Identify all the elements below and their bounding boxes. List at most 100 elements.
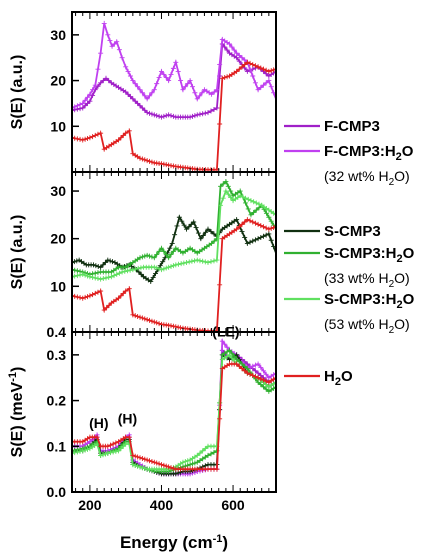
data-point xyxy=(132,98,138,104)
data-point xyxy=(139,315,145,321)
series-line xyxy=(72,214,276,283)
data-point xyxy=(95,83,101,89)
data-point xyxy=(116,47,122,53)
data-point xyxy=(197,258,203,264)
data-point xyxy=(251,209,257,215)
data-point xyxy=(161,113,167,119)
legend-label: F-CMP3 xyxy=(324,118,380,135)
data-point xyxy=(77,272,83,278)
data-point xyxy=(186,259,192,265)
data-point xyxy=(205,110,211,116)
data-point xyxy=(214,105,220,111)
data-point xyxy=(87,135,93,141)
data-point xyxy=(101,20,107,26)
data-point xyxy=(175,68,181,74)
series-f-cmp3-h2o xyxy=(72,20,276,111)
data-point xyxy=(92,270,98,276)
data-point xyxy=(72,267,78,273)
data-point xyxy=(225,191,231,197)
legend-entry: S-CMP3 xyxy=(284,223,381,240)
data-point xyxy=(118,293,124,299)
data-point xyxy=(125,68,131,74)
data-point xyxy=(194,96,200,102)
data-point xyxy=(72,293,78,299)
data-point xyxy=(252,374,258,380)
data-point xyxy=(154,113,160,119)
data-point xyxy=(202,454,208,460)
data-point xyxy=(125,91,131,97)
data-point xyxy=(161,71,167,77)
data-point xyxy=(130,78,136,84)
data-point xyxy=(130,462,136,468)
legend-note: (32 wt% H2O) xyxy=(324,168,410,188)
data-point xyxy=(244,370,250,376)
data-point xyxy=(205,259,211,265)
data-point xyxy=(102,451,108,457)
data-point xyxy=(77,136,83,142)
data-point xyxy=(218,202,224,208)
data-point xyxy=(130,312,136,318)
x-tick-label: 200 xyxy=(78,497,102,513)
data-point xyxy=(137,255,143,261)
data-point xyxy=(153,271,159,277)
data-point xyxy=(243,200,249,206)
data-point xyxy=(242,234,248,240)
data-point xyxy=(179,218,185,224)
data-point xyxy=(139,254,145,260)
data-point xyxy=(166,78,172,84)
data-point xyxy=(139,105,145,111)
data-point xyxy=(72,104,78,110)
data-point xyxy=(266,78,272,84)
data-point xyxy=(132,313,138,319)
data-point xyxy=(158,68,164,74)
data-point xyxy=(137,103,143,109)
data-point xyxy=(224,344,230,350)
data-point xyxy=(130,267,136,273)
data-point xyxy=(80,100,86,106)
data-point xyxy=(144,457,150,463)
data-point xyxy=(202,259,208,265)
data-point xyxy=(158,114,164,120)
data-point xyxy=(217,121,223,127)
data-point xyxy=(255,379,261,385)
data-point xyxy=(252,80,258,86)
data-point xyxy=(118,446,124,452)
data-point xyxy=(200,232,206,238)
data-point xyxy=(198,236,204,242)
data-point xyxy=(100,452,106,458)
data-point xyxy=(200,111,206,117)
data-point xyxy=(168,263,174,269)
data-point xyxy=(253,200,259,206)
data-point xyxy=(255,361,261,367)
data-point xyxy=(191,219,197,225)
data-point xyxy=(185,458,191,464)
data-point xyxy=(166,322,172,328)
data-point xyxy=(220,181,226,187)
series-h2o xyxy=(72,361,276,472)
data-point xyxy=(107,442,113,448)
data-point xyxy=(130,96,136,102)
data-point xyxy=(195,230,201,236)
data-point xyxy=(184,226,190,232)
data-point xyxy=(245,206,251,212)
data-point xyxy=(92,82,98,88)
data-point xyxy=(208,108,214,114)
data-point xyxy=(74,136,80,142)
data-point xyxy=(151,255,157,261)
data-point xyxy=(182,459,188,465)
data-point xyxy=(202,110,208,116)
data-point xyxy=(151,112,157,118)
data-point xyxy=(107,450,113,456)
data-point xyxy=(72,273,78,279)
data-point xyxy=(208,229,214,235)
data-point xyxy=(266,214,272,220)
data-point xyxy=(205,226,211,232)
data-point xyxy=(163,75,169,81)
data-point xyxy=(147,158,153,164)
data-point xyxy=(98,452,104,458)
series-line xyxy=(72,180,276,276)
data-point xyxy=(234,226,240,232)
legend-label: F-CMP3:H2O xyxy=(324,143,414,163)
data-point xyxy=(169,240,175,246)
data-point xyxy=(103,275,109,281)
